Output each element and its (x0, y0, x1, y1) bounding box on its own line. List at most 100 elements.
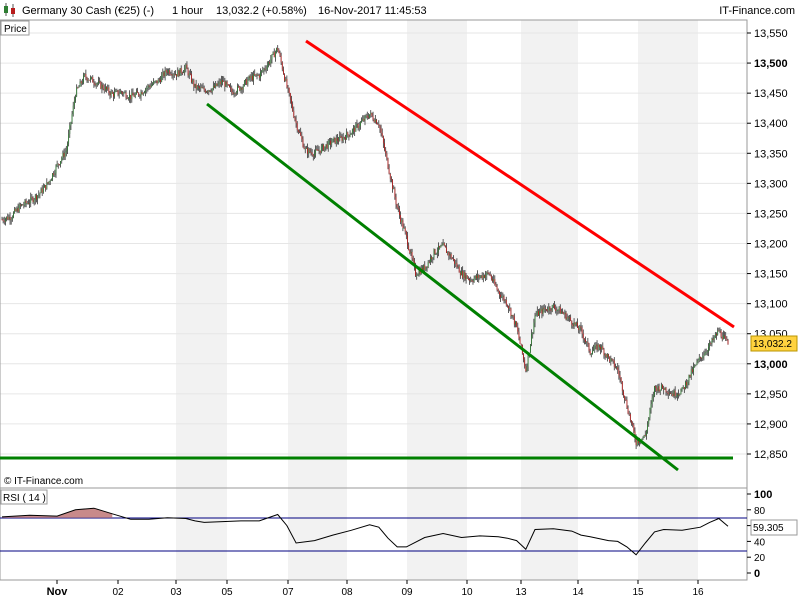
candle-body (579, 326, 581, 331)
candle (681, 387, 683, 392)
candle (705, 348, 707, 356)
candle (405, 230, 407, 240)
candle (200, 83, 202, 92)
candle-body (353, 127, 354, 130)
candle (94, 81, 96, 87)
candle (237, 83, 238, 95)
candle-body (249, 76, 251, 79)
candle-body (403, 227, 405, 229)
candle (40, 187, 42, 194)
candle (717, 327, 719, 336)
candle-body (239, 86, 241, 91)
candle (527, 352, 529, 372)
x-tick-label: 03 (170, 587, 182, 598)
candle-body (703, 355, 705, 357)
candle-body (59, 164, 60, 166)
candle-body (164, 70, 166, 77)
candle (276, 47, 277, 54)
candle (76, 84, 78, 98)
timeframe-label: 1 hour (172, 5, 204, 17)
candle (11, 215, 13, 222)
candle-body (644, 435, 646, 436)
candle (680, 388, 682, 395)
candle-body (649, 409, 651, 418)
candle (188, 70, 190, 80)
candle-body (77, 87, 79, 89)
candle (448, 251, 450, 261)
candle-body (708, 346, 709, 352)
candle-body (216, 83, 218, 86)
candle-body (679, 394, 681, 396)
candle (157, 77, 159, 84)
candle (548, 303, 550, 315)
candle-body (664, 387, 666, 390)
candle-body (100, 81, 102, 89)
candle (602, 342, 604, 350)
candle (350, 132, 352, 135)
candle (5, 217, 6, 226)
candle-body (677, 394, 678, 397)
candle-body (604, 354, 606, 356)
price-tick-label: 13,500 (754, 58, 788, 70)
candle-body (124, 92, 126, 94)
price-tick-label: 13,350 (754, 148, 788, 160)
candle (217, 80, 219, 87)
candle-body (192, 80, 194, 83)
candle (698, 353, 700, 363)
candle (294, 116, 296, 122)
candle-body (186, 64, 188, 70)
candle (60, 160, 61, 168)
candle-body (253, 73, 254, 81)
candle (279, 50, 281, 58)
candle-body (90, 77, 91, 80)
candle-body (255, 74, 257, 76)
candle (374, 114, 376, 124)
candle-body (337, 138, 338, 141)
candle (538, 309, 539, 316)
candle-body (107, 87, 109, 90)
candle-body (54, 173, 56, 175)
candle (229, 84, 230, 88)
candle (152, 82, 153, 87)
candle-body (147, 85, 149, 89)
candle-body (565, 312, 567, 320)
candle-body (155, 80, 157, 82)
candle (80, 80, 82, 87)
candle-body (14, 209, 16, 213)
candle-body (523, 353, 524, 360)
candle (115, 88, 117, 93)
candle-body (91, 77, 93, 78)
candle (292, 101, 294, 112)
candle (463, 270, 465, 283)
candle (530, 344, 531, 353)
candle (727, 338, 729, 345)
candle-body (621, 381, 623, 392)
candle (438, 242, 439, 257)
candle (209, 90, 211, 93)
candle-body (486, 272, 488, 276)
candle-body (411, 252, 413, 259)
candle-body (135, 91, 137, 95)
candle (240, 86, 242, 94)
candle-body (292, 103, 294, 111)
candle-body (531, 333, 532, 345)
candle (685, 380, 686, 390)
candle-body (448, 251, 450, 256)
candle-body (419, 270, 421, 275)
candle (601, 344, 603, 353)
candle (369, 114, 370, 119)
candles (1, 45, 729, 450)
candle-body (717, 330, 719, 336)
candle-body (53, 173, 55, 175)
candle (613, 357, 615, 371)
candle-body (474, 275, 476, 279)
candle-body (10, 219, 12, 221)
candle-body (109, 92, 111, 96)
candle-body (697, 359, 699, 362)
candle (563, 311, 565, 315)
candle-body (519, 338, 521, 344)
candle (296, 121, 298, 133)
candle (64, 147, 66, 161)
candle-body (469, 278, 470, 281)
candle-body (185, 64, 187, 69)
